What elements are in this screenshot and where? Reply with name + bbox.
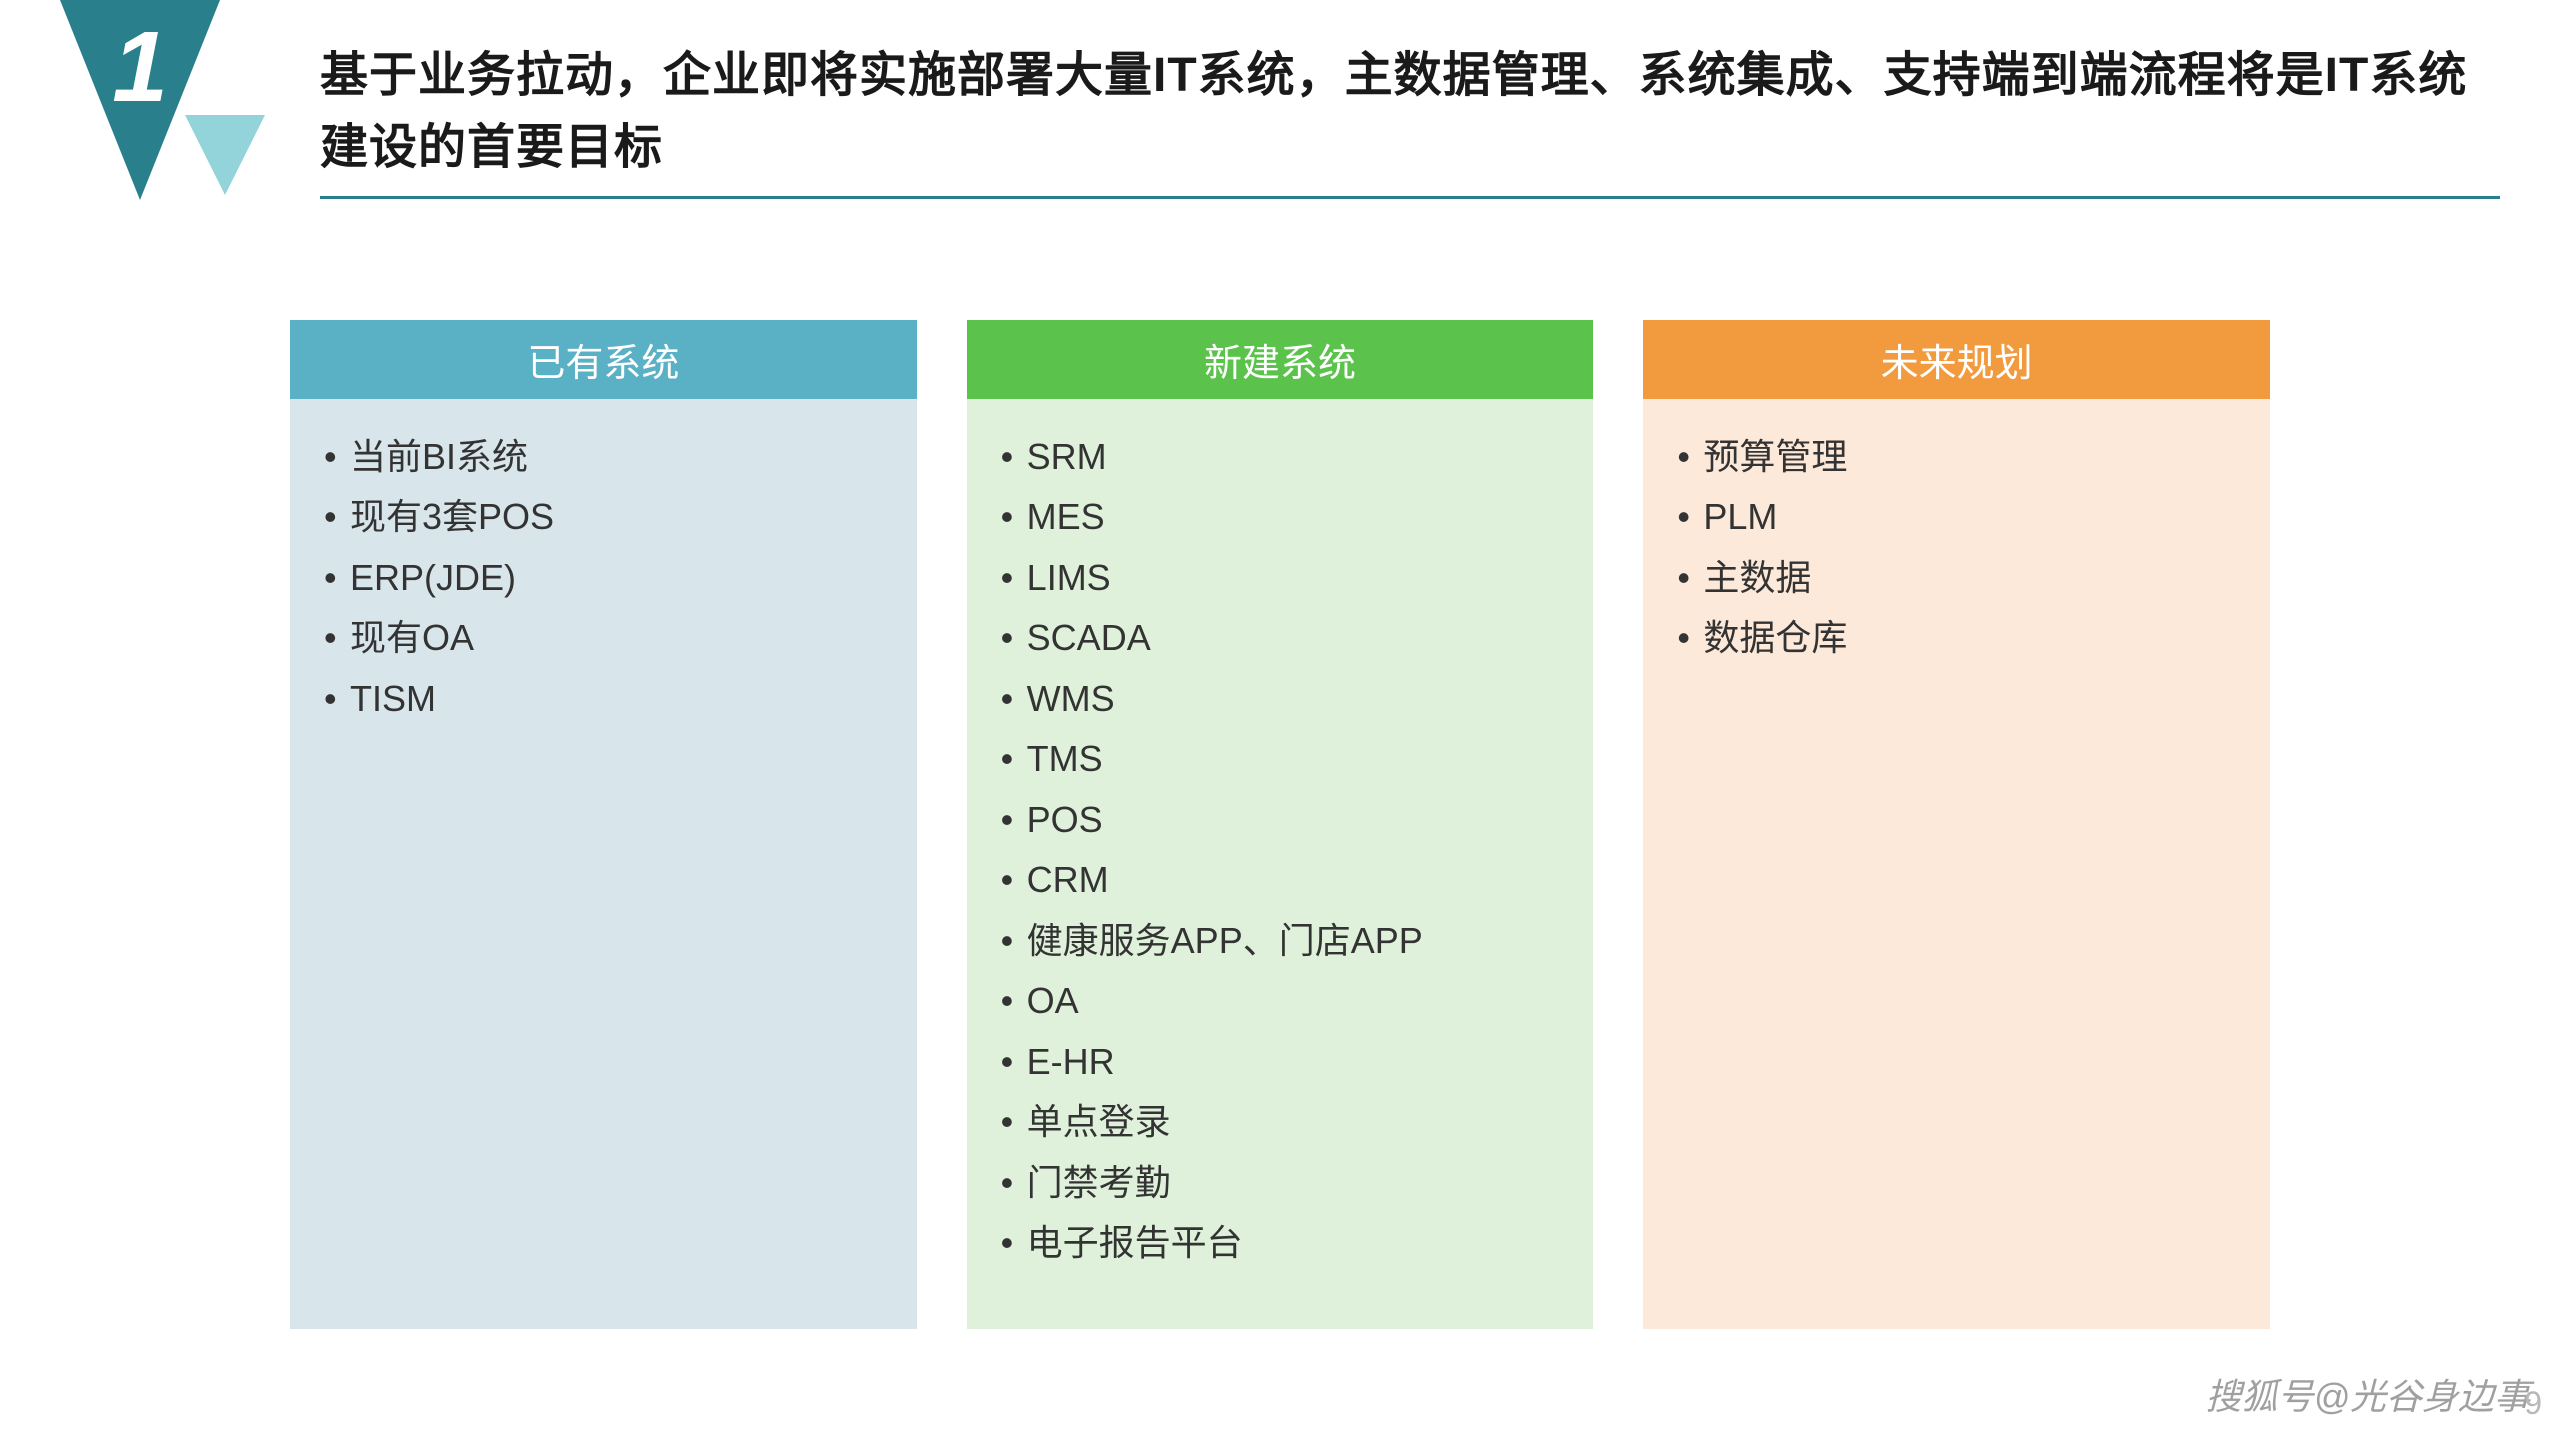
list-future: 预算管理PLM主数据数据仓库 bbox=[1673, 427, 2240, 669]
list-item: SRM bbox=[997, 427, 1564, 487]
list-item: LIMS bbox=[997, 548, 1564, 608]
list-item: PLM bbox=[1673, 487, 2240, 547]
column-body-existing: 当前BI系统现有3套POSERP(JDE)现有OATISM bbox=[290, 399, 917, 1329]
column-body-new: SRMMESLIMSSCADAWMSTMSPOSCRM健康服务APP、门店APP… bbox=[967, 399, 1594, 1329]
slide-title: 基于业务拉动，企业即将实施部署大量IT系统，主数据管理、系统集成、支持端到端流程… bbox=[320, 40, 2500, 184]
title-block: 基于业务拉动，企业即将实施部署大量IT系统，主数据管理、系统集成、支持端到端流程… bbox=[320, 30, 2500, 199]
list-item: WMS bbox=[997, 669, 1564, 729]
slide-header: 1 基于业务拉动，企业即将实施部署大量IT系统，主数据管理、系统集成、支持端到端… bbox=[0, 0, 2560, 230]
list-item: 单点登录 bbox=[997, 1092, 1564, 1152]
list-item: 当前BI系统 bbox=[320, 427, 887, 487]
list-item: 电子报告平台 bbox=[997, 1213, 1564, 1273]
list-item: ERP(JDE) bbox=[320, 548, 887, 608]
list-item: CRM bbox=[997, 850, 1564, 910]
column-header-future: 未来规划 bbox=[1643, 320, 2270, 399]
slide-number: 1 bbox=[60, 10, 220, 125]
list-item: MES bbox=[997, 487, 1564, 547]
list-item: E-HR bbox=[997, 1032, 1564, 1092]
column-future: 未来规划 预算管理PLM主数据数据仓库 bbox=[1643, 320, 2270, 1329]
list-item: OA bbox=[997, 971, 1564, 1031]
list-item: TMS bbox=[997, 729, 1564, 789]
list-item: 门禁考勤 bbox=[997, 1153, 1564, 1213]
column-existing: 已有系统 当前BI系统现有3套POSERP(JDE)现有OATISM bbox=[290, 320, 917, 1329]
list-item: 主数据 bbox=[1673, 548, 2240, 608]
list-existing: 当前BI系统现有3套POSERP(JDE)现有OATISM bbox=[320, 427, 887, 729]
list-item: 数据仓库 bbox=[1673, 608, 2240, 668]
list-item: 预算管理 bbox=[1673, 427, 2240, 487]
list-new: SRMMESLIMSSCADAWMSTMSPOSCRM健康服务APP、门店APP… bbox=[997, 427, 1564, 1274]
list-item: TISM bbox=[320, 669, 887, 729]
list-item: 现有OA bbox=[320, 608, 887, 668]
list-item: 健康服务APP、门店APP bbox=[997, 911, 1564, 971]
column-body-future: 预算管理PLM主数据数据仓库 bbox=[1643, 399, 2270, 1329]
column-header-new: 新建系统 bbox=[967, 320, 1594, 399]
list-item: 现有3套POS bbox=[320, 487, 887, 547]
columns-container: 已有系统 当前BI系统现有3套POSERP(JDE)现有OATISM 新建系统 … bbox=[0, 230, 2560, 1329]
watermark-text: 搜狐号@光谷身边事 bbox=[2205, 1368, 2530, 1420]
slide-number-badge: 1 bbox=[60, 0, 220, 200]
triangle-accent-icon bbox=[185, 115, 265, 195]
title-underline bbox=[320, 196, 2500, 199]
list-item: POS bbox=[997, 790, 1564, 850]
list-item: SCADA bbox=[997, 608, 1564, 668]
page-number: 9 bbox=[2524, 1385, 2542, 1422]
column-header-existing: 已有系统 bbox=[290, 320, 917, 399]
column-new: 新建系统 SRMMESLIMSSCADAWMSTMSPOSCRM健康服务APP、… bbox=[967, 320, 1594, 1329]
